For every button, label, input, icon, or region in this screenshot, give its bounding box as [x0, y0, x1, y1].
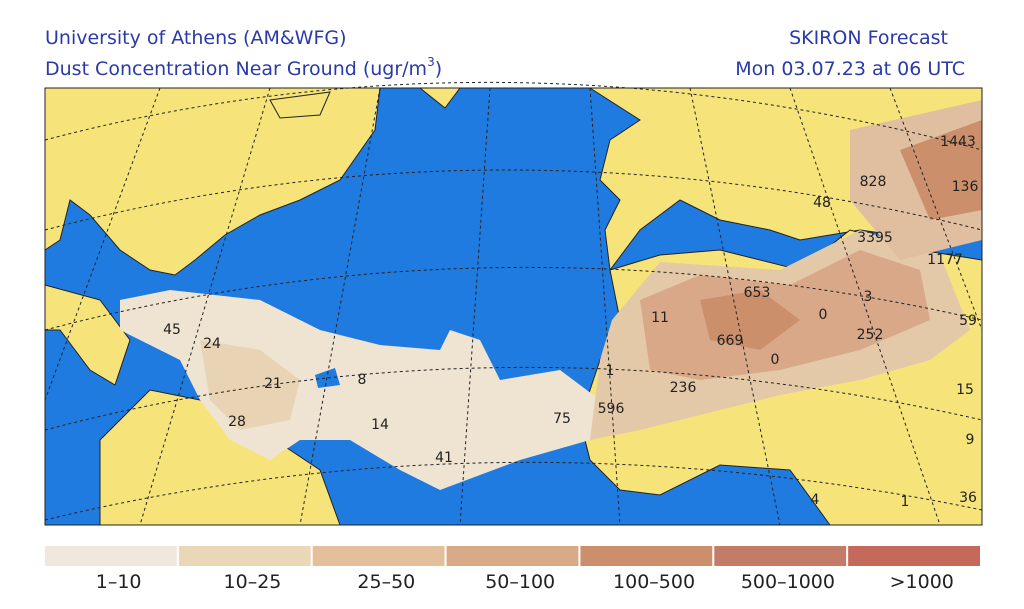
- map-label: 8: [358, 372, 367, 388]
- legend-swatch: [312, 546, 445, 566]
- legend: 1–10 10–25 25–50 50–100 100–500 500–1000 >1000: [45, 546, 980, 593]
- map-label: 28: [228, 414, 246, 430]
- header-text: ): [435, 58, 442, 80]
- map-label: 653: [744, 285, 771, 301]
- legend-label: 25–50: [357, 571, 415, 593]
- map-label: 48: [813, 195, 831, 211]
- header-line: SKIRON Forecast: [789, 27, 948, 49]
- legend-label: 100–500: [613, 571, 695, 593]
- map-label: 21: [264, 376, 282, 392]
- map-label: 59: [959, 313, 977, 329]
- map-label: 15: [956, 382, 974, 398]
- map-label: 11: [651, 310, 669, 326]
- map-label: 14: [371, 417, 389, 433]
- legend-swatch: [580, 546, 713, 566]
- map-label: 669: [717, 333, 744, 349]
- graticule: [44, 81, 983, 526]
- map-label: 45: [163, 322, 181, 338]
- legend-label: 10–25: [224, 571, 282, 593]
- legend-swatch: [446, 546, 579, 566]
- map-label: 36: [959, 490, 977, 506]
- map-label: 828: [860, 174, 887, 190]
- header-sup: 3: [427, 55, 435, 69]
- map-label: 0: [819, 307, 828, 323]
- map-label: 596: [598, 401, 625, 417]
- map-label: 1: [901, 494, 910, 510]
- map-label: 236: [670, 380, 697, 396]
- map-label: 3: [864, 289, 873, 305]
- map-label: 0: [771, 352, 780, 368]
- legend-swatch: [45, 546, 177, 566]
- legend-label: >1000: [890, 571, 954, 593]
- map-label: 75: [553, 411, 571, 427]
- map-label: 24: [203, 336, 221, 352]
- legend-label: 50–100: [485, 571, 555, 593]
- map-label: 1177: [927, 252, 963, 268]
- legend-swatch: [178, 546, 311, 566]
- map-label: 41: [435, 450, 453, 466]
- dust: [120, 100, 982, 490]
- map-label: 1443: [940, 134, 976, 150]
- header-line: Dust Concentration Near Ground (ugr/m3): [45, 55, 442, 80]
- header-line: University of Athens (AM&WFG): [45, 27, 347, 49]
- legend-label: 1–10: [96, 571, 142, 593]
- map-frame: [44, 87, 983, 526]
- map-label: 4: [811, 492, 820, 508]
- map-label: 3395: [857, 230, 893, 246]
- header-line: Mon 03.07.23 at 06 UTC: [735, 58, 965, 80]
- map-label: 9: [966, 432, 975, 448]
- map-label: 136: [952, 179, 979, 195]
- header-text: Dust Concentration Near Ground (ugr/m: [45, 58, 427, 80]
- legend-swatch: [848, 546, 980, 566]
- legend-label: 500–1000: [741, 571, 835, 593]
- map-label: 252: [857, 327, 884, 343]
- map-label: 1: [606, 363, 615, 379]
- legend-swatch: [714, 546, 847, 566]
